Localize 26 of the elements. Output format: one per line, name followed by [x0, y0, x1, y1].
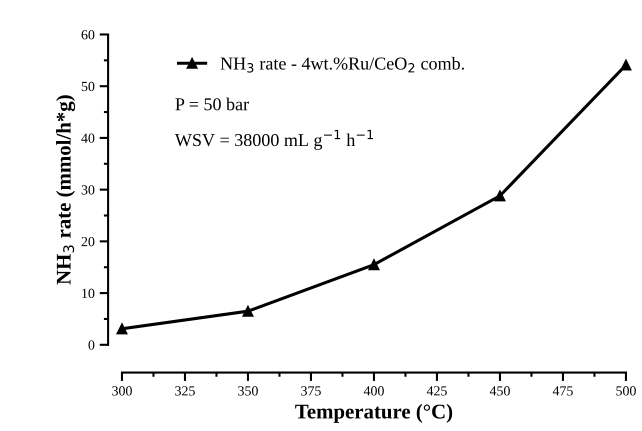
x-tick-label: 300: [112, 386, 132, 396]
x-tick-label: 500: [616, 386, 636, 396]
y-tick-label: 50: [82, 82, 94, 92]
x-tick-label: 350: [238, 386, 258, 396]
x-tick-label: 325: [175, 386, 195, 396]
y-tick-label: 60: [82, 30, 94, 40]
y-tick-label: 10: [82, 288, 94, 298]
point: [116, 323, 128, 334]
point: [620, 59, 632, 71]
x-tick-label: 375: [301, 386, 321, 396]
y-tick-label: 40: [81, 134, 94, 143]
x-tick-label: 450: [490, 386, 510, 396]
annotation: P = 50 bar: [175, 98, 249, 110]
x-axis-title: Temperature (°C): [295, 404, 452, 423]
y-tick-label: 0: [88, 340, 94, 350]
y-axis-title: NH$_{3}$ rate (mmol/h*g): [56, 95, 76, 285]
y-tick-label: 30: [82, 185, 94, 195]
y-tick-label: 20: [82, 236, 94, 246]
point: [242, 306, 254, 317]
x-tick-label: 400: [364, 386, 384, 396]
point: [494, 190, 506, 202]
x-tick-label: 475: [552, 386, 573, 396]
annotation: WSV = 38000 mL g$^{−1}$ h$^{−1}$: [174, 130, 373, 150]
point: [368, 259, 380, 270]
x-tick-label: 425: [426, 386, 447, 396]
legend-label: NH$_{3}$ rate - 4wt.%Ru/CeO$_{2}$ comb.: [220, 56, 464, 73]
